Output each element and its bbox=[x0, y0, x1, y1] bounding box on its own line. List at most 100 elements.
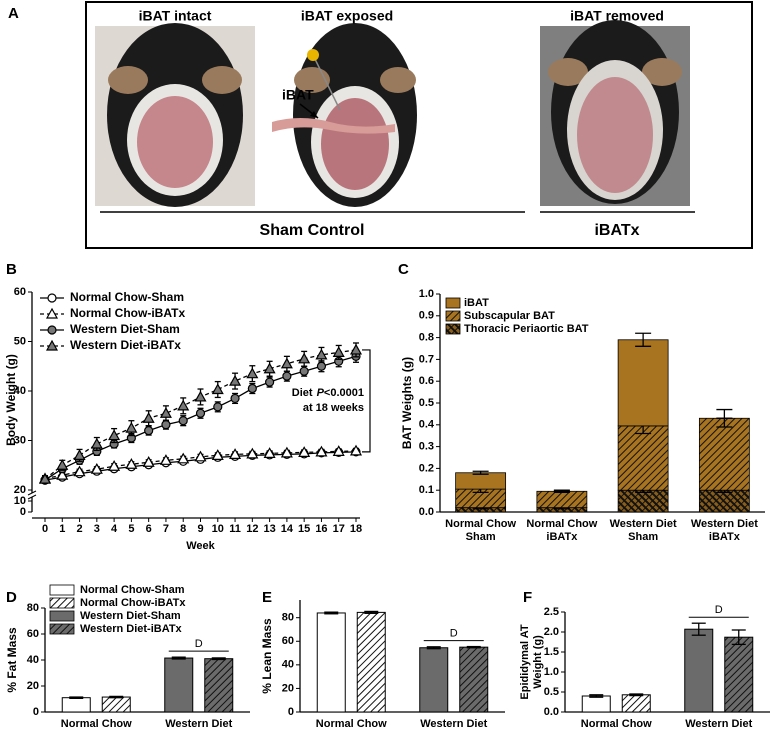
marker bbox=[316, 361, 327, 371]
bar bbox=[204, 658, 234, 713]
error-bar bbox=[364, 610, 379, 614]
marker bbox=[56, 468, 69, 480]
error-bar bbox=[472, 470, 489, 475]
marker bbox=[108, 460, 121, 471]
group-label: iBATx bbox=[594, 222, 639, 239]
legend-swatch bbox=[445, 297, 461, 309]
x-tick-label: 14 bbox=[281, 523, 294, 535]
error-bar bbox=[171, 656, 186, 660]
legend-label: Thoracic Periaortic BAT bbox=[464, 323, 589, 335]
x-tick-label: Normal Chow bbox=[316, 718, 387, 730]
y-tick-label: 0.7 bbox=[419, 353, 434, 365]
marker bbox=[56, 459, 69, 470]
photo-caption: iBAT intact bbox=[139, 8, 212, 24]
bar-segment bbox=[455, 472, 507, 490]
legend-swatch bbox=[49, 610, 75, 622]
panel-label: B bbox=[6, 261, 17, 278]
y-tick-label: 60 bbox=[27, 628, 39, 640]
marker bbox=[142, 411, 155, 423]
y-axis-label: Epididymal AT bbox=[519, 624, 531, 699]
y-tick-label: 0.5 bbox=[419, 397, 434, 409]
x-tick-label: 1 bbox=[59, 523, 65, 535]
y-tick-label: 2.5 bbox=[544, 606, 559, 618]
marker bbox=[299, 366, 309, 376]
y-tick-label: 20 bbox=[14, 484, 26, 496]
photo bbox=[95, 23, 255, 207]
legend-label: Normal Chow-iBATx bbox=[80, 597, 186, 609]
x-tick-label: Sham bbox=[628, 531, 658, 543]
bar bbox=[459, 646, 489, 713]
x-tick-label: 15 bbox=[298, 523, 310, 535]
x-tick-label: 5 bbox=[128, 523, 134, 535]
marker bbox=[73, 465, 86, 477]
y-tick-label: 0 bbox=[33, 706, 39, 718]
marker bbox=[280, 357, 293, 369]
legend-label: Western Diet-iBATx bbox=[80, 623, 183, 635]
marker bbox=[246, 447, 259, 459]
y-tick-label: 60 bbox=[14, 286, 26, 298]
x-tick-label: Normal Chow bbox=[445, 518, 516, 530]
x-tick-label: Western Diet bbox=[165, 718, 232, 730]
y-axis-label: BAT Weights (g) bbox=[400, 357, 414, 449]
x-tick-label: 4 bbox=[111, 523, 118, 535]
y-tick-label: 80 bbox=[282, 612, 294, 624]
callout: iBAT bbox=[282, 87, 314, 103]
error-bar bbox=[211, 657, 226, 661]
y-tick-label: 20 bbox=[282, 682, 294, 694]
y-tick-label: 10 bbox=[14, 495, 26, 507]
legend-label: Western Diet-Sham bbox=[70, 322, 180, 336]
x-tick-label: Normal Chow bbox=[526, 518, 597, 530]
y-tick-label: 0 bbox=[20, 506, 26, 518]
marker bbox=[195, 408, 206, 418]
bar bbox=[356, 611, 386, 713]
x-tick-label: 7 bbox=[163, 523, 169, 535]
y-tick-label: 1.0 bbox=[544, 666, 559, 678]
bar bbox=[621, 694, 651, 713]
marker bbox=[159, 454, 172, 465]
bar bbox=[419, 647, 449, 713]
photo-caption: iBAT removed bbox=[570, 8, 664, 24]
significance-label: D bbox=[715, 604, 723, 616]
error-bar bbox=[69, 696, 84, 699]
legend-label: Subscapular BAT bbox=[464, 310, 555, 322]
bar-segment bbox=[617, 339, 669, 427]
legend-swatch bbox=[445, 310, 461, 322]
panel-label: D bbox=[6, 589, 17, 606]
y-tick-label: 0.6 bbox=[419, 375, 434, 387]
y-tick-label: 0.2 bbox=[419, 462, 434, 474]
x-tick-label: Western Diet bbox=[691, 518, 758, 530]
bar bbox=[164, 657, 194, 713]
marker bbox=[108, 429, 121, 441]
annotation-part: P bbox=[317, 387, 325, 399]
y-tick-label: 60 bbox=[282, 635, 294, 647]
marker bbox=[280, 446, 293, 458]
marker bbox=[194, 390, 207, 402]
marker bbox=[298, 446, 311, 457]
marker bbox=[315, 445, 328, 457]
marker bbox=[159, 407, 172, 418]
x-tick-label: 9 bbox=[197, 523, 203, 535]
y-tick-label: 50 bbox=[14, 335, 26, 347]
y-tick-label: 0 bbox=[288, 706, 294, 718]
y-tick-label: 0.0 bbox=[544, 706, 559, 718]
panel-label: C bbox=[398, 261, 409, 278]
bar bbox=[724, 636, 754, 713]
bar bbox=[684, 628, 714, 713]
bar-segment bbox=[617, 425, 669, 491]
legend-marker bbox=[45, 339, 59, 351]
panel-label: E bbox=[262, 589, 272, 606]
x-tick-label: Normal Chow bbox=[61, 718, 132, 730]
y-tick-label: 0.5 bbox=[544, 686, 559, 698]
panel-label: A bbox=[8, 5, 19, 22]
marker bbox=[332, 445, 345, 456]
marker bbox=[263, 447, 276, 458]
marker bbox=[90, 462, 103, 474]
legend-swatch bbox=[49, 584, 75, 596]
marker bbox=[298, 352, 311, 364]
marker bbox=[315, 348, 328, 360]
marker bbox=[349, 343, 363, 355]
marker bbox=[194, 450, 207, 462]
marker bbox=[282, 371, 292, 381]
bar bbox=[61, 697, 91, 713]
